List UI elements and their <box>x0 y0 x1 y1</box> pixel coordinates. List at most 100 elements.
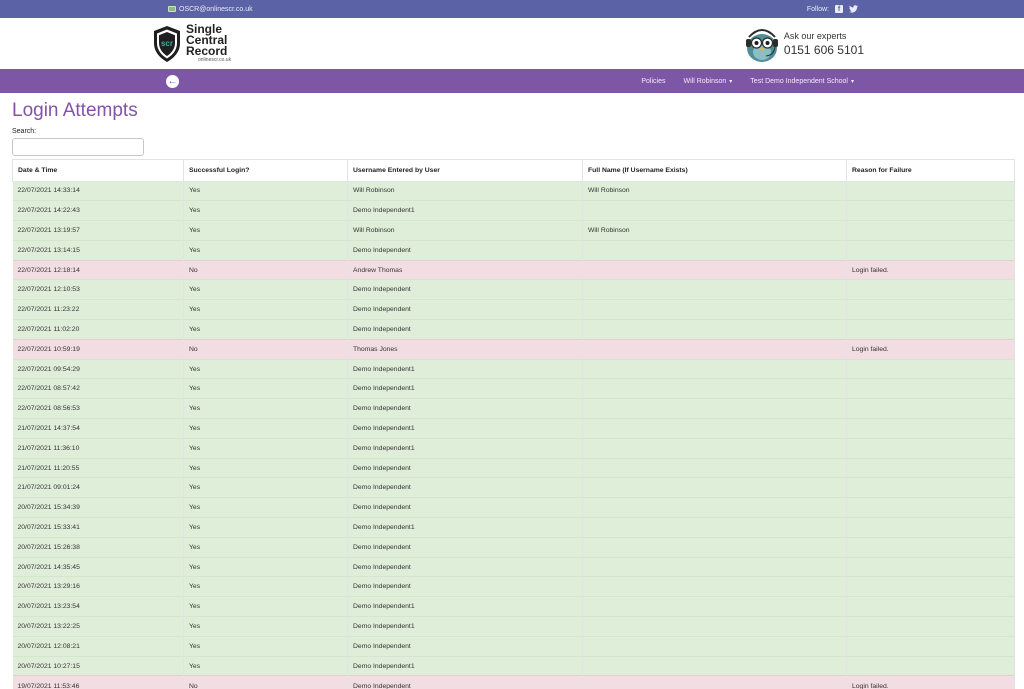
cell-username: Demo Independent1 <box>347 378 583 399</box>
cell-full-name <box>582 596 847 617</box>
cell-date-time: 20/07/2021 14:35:45 <box>12 556 184 577</box>
cell-full-name: Will Robinson <box>582 180 847 201</box>
column-header-username-entered[interactable]: Username Entered by User <box>347 158 583 182</box>
facebook-icon[interactable]: f <box>835 5 843 13</box>
cell-date-time: 21/07/2021 14:37:54 <box>12 418 184 439</box>
nav-user-menu[interactable]: Will Robinson ▾ <box>683 78 732 85</box>
table-row: 22/07/2021 08:56:53 Yes Demo Independent <box>12 398 1015 419</box>
cell-date-time: 22/07/2021 08:57:42 <box>12 378 184 399</box>
cell-successful-login: Yes <box>183 180 348 201</box>
caret-down-icon: ▾ <box>729 78 733 85</box>
cell-successful-login: Yes <box>183 279 348 300</box>
cell-username: Demo Independent <box>347 477 583 498</box>
table-header-row: Date & Time Successful Login? Username E… <box>12 158 1015 182</box>
table-row: 20/07/2021 10:27:15 Yes Demo Independent1 <box>12 655 1015 676</box>
cell-date-time: 20/07/2021 10:27:15 <box>12 655 184 676</box>
cell-username: Demo Independent1 <box>347 418 583 439</box>
table-row: 22/07/2021 13:19:57 Yes Will Robinson Will … <box>12 220 1015 241</box>
phone-number[interactable]: 0151 606 5101 <box>783 42 864 57</box>
table-row: 20/07/2021 13:22:25 Yes Demo Independent1 <box>12 616 1015 637</box>
cell-successful-login: Yes <box>183 517 348 538</box>
table-row: 20/07/2021 12:08:21 Yes Demo Independent <box>12 635 1015 657</box>
table-row: 22/07/2021 11:23:22 Yes Demo Independent <box>12 299 1015 320</box>
cell-full-name <box>582 517 847 538</box>
cell-username: Demo Independent <box>347 497 583 518</box>
back-arrow-icon[interactable]: ← <box>166 74 179 88</box>
cell-full-name <box>582 556 847 577</box>
table-row: 20/07/2021 15:34:39 Yes Demo Independent <box>12 497 1015 518</box>
caret-down-icon: ▾ <box>850 78 854 85</box>
brand-line-2: Central <box>186 32 228 47</box>
twitter-icon[interactable] <box>849 5 858 13</box>
contact-email[interactable]: OSCR@onlinescr.co.uk <box>168 6 253 13</box>
brand-url: onlinescr.co.uk <box>198 56 232 63</box>
table-row: 20/07/2021 14:35:45 Yes Demo Independent <box>12 556 1015 577</box>
cell-successful-login: Yes <box>183 418 348 439</box>
cell-username: Demo Independent <box>347 319 583 340</box>
cell-date-time: 22/07/2021 13:19:57 <box>12 220 184 241</box>
svg-text:scr: scr <box>161 39 173 48</box>
table-row: 20/07/2021 15:33:41 Yes Demo Independent1 <box>12 517 1015 538</box>
nav-user-label: Will Robinson <box>683 77 727 85</box>
cell-date-time: 20/07/2021 13:29:16 <box>12 576 184 597</box>
cell-reason <box>846 497 1015 518</box>
cell-reason <box>846 299 1015 320</box>
cell-successful-login: Yes <box>183 655 348 676</box>
cell-full-name <box>582 338 847 360</box>
page-title: Login Attempts <box>12 100 138 121</box>
cell-username: Thomas Jones <box>347 338 583 360</box>
cell-successful-login: Yes <box>183 220 348 241</box>
cell-full-name <box>582 497 847 518</box>
cell-full-name <box>582 358 847 379</box>
table-row: 22/07/2021 12:18:14 No Andrew Thomas Login … <box>12 259 1015 280</box>
cell-reason <box>846 616 1015 637</box>
nav-policies[interactable]: Policies <box>641 77 666 85</box>
cell-username: Andrew Thomas <box>347 259 583 280</box>
cell-successful-login: Yes <box>183 457 348 478</box>
table-row: 22/07/2021 13:14:15 Yes Demo Independent <box>12 239 1015 261</box>
cell-reason <box>846 477 1015 498</box>
social-follow: Follow: f <box>807 5 858 13</box>
cell-full-name <box>582 200 847 221</box>
search-input[interactable] <box>12 137 144 156</box>
cell-full-name <box>582 457 847 478</box>
cell-date-time: 20/07/2021 12:08:21 <box>12 635 184 657</box>
column-header-date-time[interactable]: Date & Time <box>12 158 184 182</box>
column-header-full-name[interactable]: Full Name (If Username Exists) <box>582 158 847 182</box>
cell-username: Demo Independent1 <box>347 616 583 637</box>
cell-successful-login: Yes <box>183 378 348 399</box>
cell-full-name <box>582 279 847 300</box>
column-header-successful-login[interactable]: Successful Login? <box>183 158 348 182</box>
cell-reason <box>846 378 1015 399</box>
contact-email-text[interactable]: OSCR@onlinescr.co.uk <box>179 5 253 13</box>
cell-successful-login: No <box>183 675 348 689</box>
column-header-reason-for-failure[interactable]: Reason for Failure <box>846 158 1015 182</box>
table-row: 22/07/2021 09:54:29 Yes Demo Independent1 <box>12 358 1015 379</box>
brand-line-1: Single <box>186 21 223 36</box>
cell-username: Demo Independent <box>347 556 583 577</box>
cell-username: Will Robinson <box>347 220 583 241</box>
nav-links: Policies Will Robinson ▾ Test Demo Indepe… <box>641 78 854 85</box>
table-body: 22/07/2021 14:33:14 Yes Will Robinson Will … <box>12 180 1015 689</box>
nav-school-menu[interactable]: Test Demo Independent School ▾ <box>750 78 854 85</box>
brand-line-3: Record <box>186 43 228 58</box>
ask-experts[interactable]: Ask our experts 0151 606 5101 <box>744 25 864 63</box>
cell-reason <box>846 358 1015 379</box>
cell-successful-login: Yes <box>183 239 348 261</box>
cell-full-name <box>582 378 847 399</box>
cell-date-time: 21/07/2021 11:36:10 <box>12 437 184 459</box>
cell-date-time: 20/07/2021 13:23:54 <box>12 596 184 617</box>
brand-logo[interactable]: scr Single Central Record onlinescr.co.u… <box>152 21 232 64</box>
cell-successful-login: No <box>183 259 348 280</box>
cell-reason <box>846 517 1015 538</box>
cell-date-time: 22/07/2021 11:23:22 <box>12 299 184 320</box>
cell-full-name <box>582 536 847 558</box>
table-row: 22/07/2021 12:10:53 Yes Demo Independent <box>12 279 1015 300</box>
cell-successful-login: Yes <box>183 576 348 597</box>
cell-successful-login: Yes <box>183 398 348 419</box>
cell-full-name <box>582 675 847 689</box>
cell-date-time: 20/07/2021 15:33:41 <box>12 517 184 538</box>
cell-date-time: 22/07/2021 11:02:20 <box>12 319 184 340</box>
cell-username: Demo Independent1 <box>347 437 583 459</box>
table-row: 22/07/2021 08:57:42 Yes Demo Independent1 <box>12 378 1015 399</box>
